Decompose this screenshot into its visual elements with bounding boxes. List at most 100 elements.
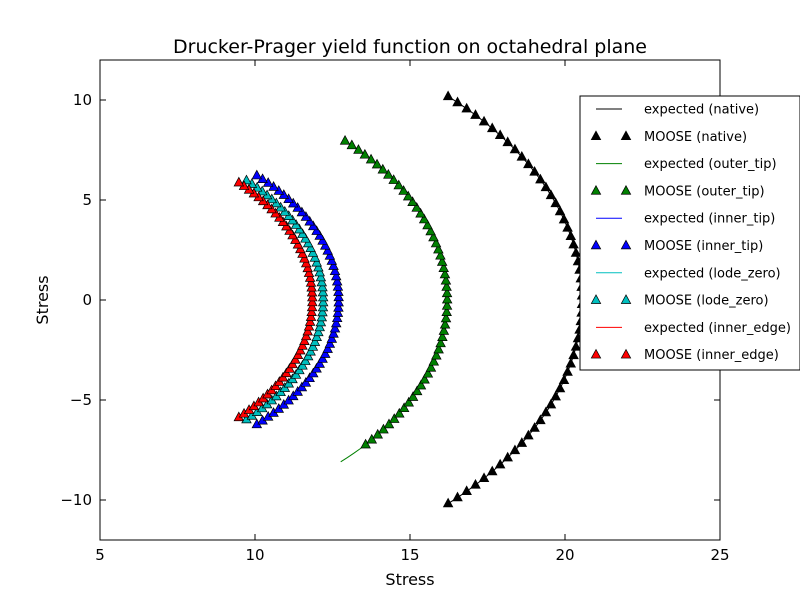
legend-marker-swatch bbox=[620, 294, 632, 304]
series-layer bbox=[233, 90, 588, 508]
data-point-marker bbox=[317, 281, 328, 292]
data-point-marker bbox=[383, 168, 394, 179]
data-point-marker bbox=[437, 331, 448, 341]
data-point-marker bbox=[516, 437, 528, 447]
data-point-marker bbox=[365, 153, 377, 164]
data-point-marker bbox=[535, 173, 546, 184]
data-point-marker bbox=[433, 343, 444, 354]
data-point-marker bbox=[565, 357, 577, 368]
data-point-marker bbox=[431, 349, 442, 360]
data-point-marker bbox=[403, 396, 414, 407]
series-markers-9 bbox=[233, 176, 318, 422]
data-point-marker bbox=[322, 343, 333, 353]
data-point-marker bbox=[317, 291, 329, 302]
data-point-marker bbox=[478, 472, 490, 483]
data-point-marker bbox=[333, 286, 344, 296]
legend-marker-swatch bbox=[590, 184, 602, 195]
data-point-marker bbox=[440, 312, 452, 323]
data-point-marker bbox=[305, 276, 317, 287]
data-point-marker bbox=[366, 433, 378, 444]
data-point-marker bbox=[422, 219, 433, 230]
legend-marker-swatch bbox=[620, 130, 632, 141]
data-point-marker bbox=[550, 390, 561, 401]
data-point-marker bbox=[305, 311, 317, 321]
data-point-marker bbox=[540, 406, 552, 417]
data-point-marker bbox=[411, 202, 422, 212]
data-point-marker bbox=[309, 336, 321, 346]
chart-title: Drucker-Prager yield function on octahed… bbox=[173, 36, 647, 58]
data-point-marker bbox=[562, 366, 573, 376]
data-point-marker bbox=[316, 311, 328, 322]
data-point-marker bbox=[292, 349, 304, 360]
legend-entry-label: expected (native) bbox=[644, 103, 759, 118]
x-tick-label: 15 bbox=[400, 546, 419, 564]
data-point-marker bbox=[305, 345, 316, 356]
data-point-marker bbox=[306, 281, 317, 292]
y-tick-label: 10 bbox=[73, 91, 92, 109]
data-point-marker bbox=[317, 235, 328, 245]
data-point-marker bbox=[322, 244, 333, 255]
data-point-marker bbox=[442, 90, 454, 101]
data-point-marker bbox=[300, 257, 312, 268]
data-point-marker bbox=[311, 362, 322, 373]
data-point-marker bbox=[436, 256, 448, 266]
x-axis-label: Stress bbox=[385, 570, 434, 589]
data-point-marker bbox=[332, 280, 344, 291]
legend-entry-label: MOOSE (native) bbox=[644, 130, 747, 145]
legend-entry-label: MOOSE (lode_zero) bbox=[644, 294, 769, 309]
data-point-marker bbox=[407, 196, 418, 206]
data-point-marker bbox=[545, 398, 557, 409]
data-point-marker bbox=[307, 367, 319, 378]
data-point-marker bbox=[470, 109, 481, 119]
data-point-marker bbox=[570, 341, 582, 351]
data-point-marker bbox=[300, 232, 311, 243]
data-point-marker bbox=[319, 239, 331, 250]
y-tick-label: 0 bbox=[82, 291, 92, 309]
data-point-marker bbox=[330, 270, 342, 281]
legend: expected (native) MOOSE (native) expected … bbox=[579, 95, 800, 371]
data-point-marker bbox=[319, 348, 331, 358]
data-point-marker bbox=[442, 497, 454, 508]
data-point-marker bbox=[307, 247, 319, 257]
data-point-marker bbox=[314, 321, 325, 332]
data-point-marker bbox=[402, 190, 414, 201]
x-tick-label: 10 bbox=[245, 546, 264, 564]
series-markers-7 bbox=[241, 174, 329, 424]
data-point-marker bbox=[307, 341, 319, 351]
data-point-marker bbox=[509, 444, 521, 455]
legend-entry-label: MOOSE (outer_tip) bbox=[644, 184, 765, 199]
legend-entry-label: expected (lode_zero) bbox=[644, 266, 781, 281]
data-point-marker bbox=[441, 306, 452, 316]
data-point-marker bbox=[302, 325, 313, 336]
data-point-marker bbox=[545, 189, 557, 200]
data-point-marker bbox=[529, 422, 540, 432]
data-point-marker bbox=[428, 231, 439, 242]
y-tick-label: −10 bbox=[60, 491, 92, 509]
data-point-marker bbox=[415, 207, 426, 218]
data-point-marker bbox=[486, 465, 498, 476]
data-point-marker bbox=[304, 316, 316, 326]
data-point-marker bbox=[388, 413, 400, 423]
data-point-marker bbox=[305, 242, 316, 252]
ticks-layer: 5 10 15 20 25 −10 −5 0 5 10 bbox=[60, 60, 730, 564]
data-point-marker bbox=[509, 143, 521, 154]
data-point-marker bbox=[570, 247, 582, 257]
legend-entry-label: expected (outer_tip) bbox=[644, 157, 777, 172]
data-point-marker bbox=[333, 301, 344, 312]
series-markers-3 bbox=[339, 134, 453, 449]
data-point-marker bbox=[311, 331, 323, 341]
legend-marker-swatch bbox=[590, 348, 602, 359]
data-point-marker bbox=[317, 296, 329, 307]
data-point-marker bbox=[461, 102, 472, 113]
data-point-marker bbox=[315, 271, 327, 282]
data-point-marker bbox=[461, 485, 472, 496]
data-point-marker bbox=[452, 96, 463, 107]
x-tick-label: 25 bbox=[710, 546, 729, 564]
data-point-marker bbox=[407, 391, 419, 401]
data-point-marker bbox=[523, 429, 534, 440]
data-point-marker bbox=[419, 373, 430, 384]
data-point-marker bbox=[398, 185, 409, 195]
data-point-marker bbox=[307, 296, 318, 307]
data-point-marker bbox=[306, 286, 318, 297]
